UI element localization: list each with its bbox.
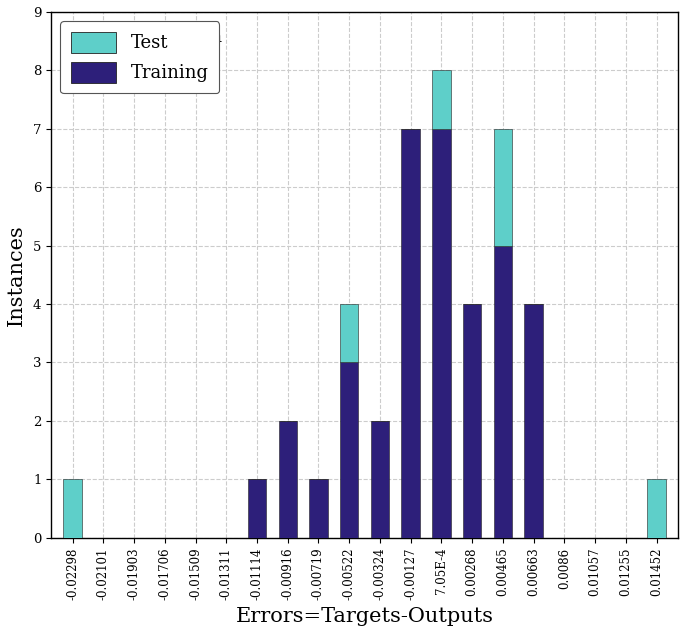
Bar: [432, 70, 451, 128]
Bar: [463, 304, 482, 538]
Bar: [371, 421, 389, 538]
Legend: Test, Training: Test, Training: [60, 21, 219, 94]
Bar: [494, 128, 512, 246]
Y-axis label: Instances: Instances: [7, 224, 26, 326]
X-axis label: Errors=Targets-Outputs: Errors=Targets-Outputs: [236, 607, 494, 626]
Bar: [64, 479, 82, 538]
Bar: [432, 128, 451, 538]
Bar: [340, 363, 358, 538]
Bar: [279, 421, 297, 538]
Bar: [248, 479, 266, 538]
Bar: [647, 479, 666, 538]
Text: Error Histogram: Error Histogram: [70, 28, 222, 46]
Bar: [401, 128, 420, 538]
Bar: [525, 304, 543, 538]
Bar: [494, 246, 512, 538]
Bar: [340, 304, 358, 363]
Bar: [309, 479, 327, 538]
